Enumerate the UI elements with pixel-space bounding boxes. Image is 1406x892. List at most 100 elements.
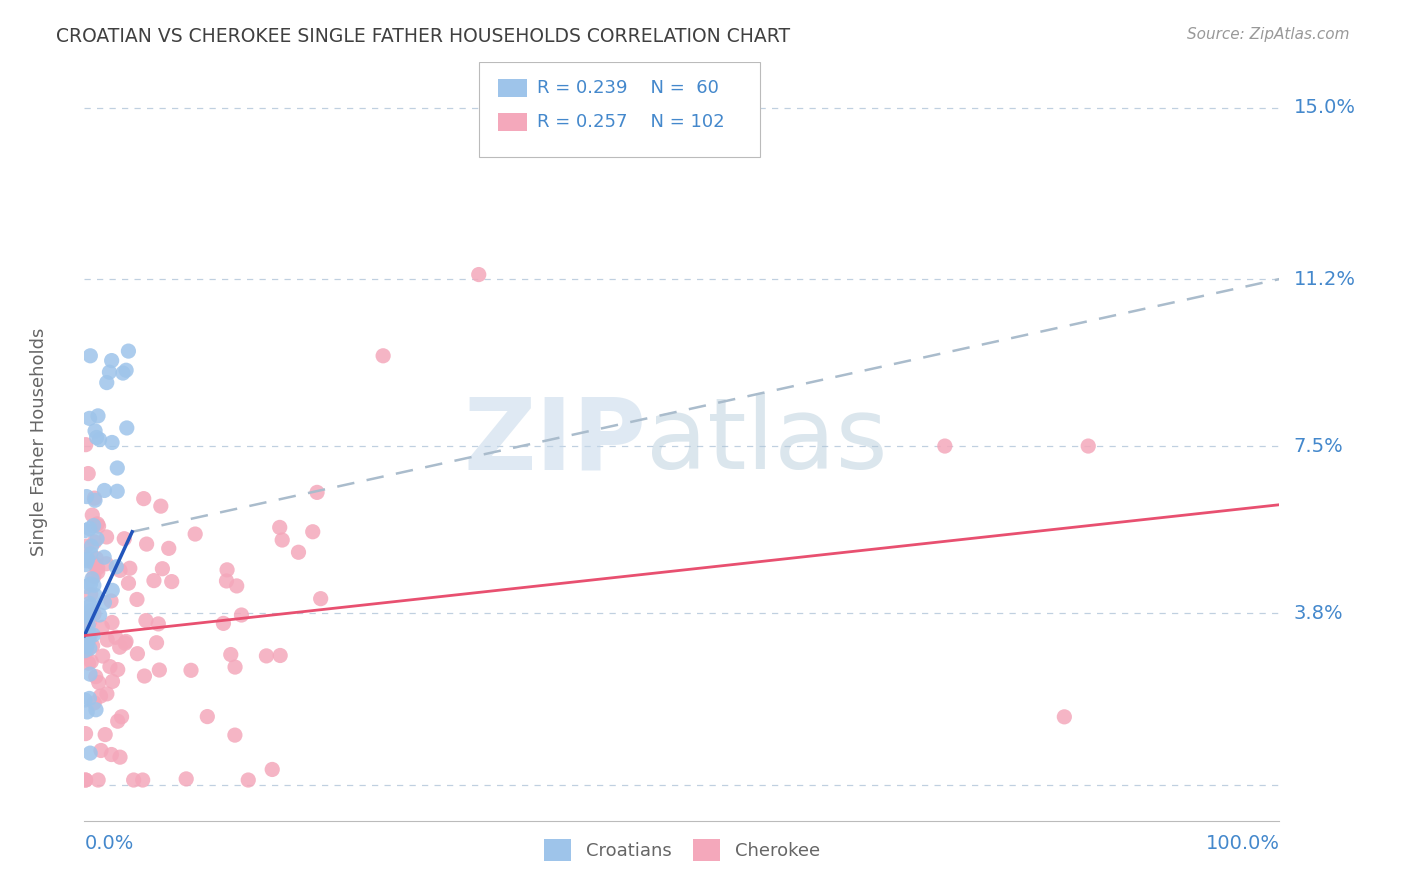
Point <box>86 551 108 566</box>
Point <box>134 669 156 683</box>
Point <box>115 421 138 435</box>
Point <box>114 636 136 650</box>
Point <box>75 558 97 572</box>
Text: CROATIAN VS CHEROKEE SINGLE FATHER HOUSEHOLDS CORRELATION CHART: CROATIAN VS CHEROKEE SINGLE FATHER HOUSE… <box>56 27 790 45</box>
Point <box>87 561 110 575</box>
Point <box>83 578 105 592</box>
Point <box>105 484 128 499</box>
Point <box>934 439 956 453</box>
Point <box>73 693 96 707</box>
Point <box>77 632 100 647</box>
Point <box>76 639 98 653</box>
Point <box>77 627 100 641</box>
Point <box>76 705 98 719</box>
Point <box>75 644 97 658</box>
Point <box>79 599 101 613</box>
Point <box>79 349 101 363</box>
Point <box>157 541 180 556</box>
Point <box>125 592 148 607</box>
Point <box>79 577 101 591</box>
Point <box>77 610 100 624</box>
Point <box>184 527 207 541</box>
Point <box>73 643 96 657</box>
Point <box>219 648 242 662</box>
Text: R = 0.257    N = 102: R = 0.257 N = 102 <box>537 113 725 131</box>
Text: 11.2%: 11.2% <box>1294 269 1355 289</box>
Point <box>108 750 131 764</box>
Point <box>108 563 131 577</box>
Point <box>79 628 101 642</box>
Point <box>217 563 239 577</box>
Point <box>287 545 309 559</box>
Point <box>231 607 253 622</box>
Point <box>131 772 153 787</box>
Point <box>160 574 183 589</box>
Point <box>101 583 124 598</box>
Point <box>309 591 332 606</box>
Point <box>105 559 128 574</box>
Point <box>98 365 121 379</box>
Point <box>254 648 277 663</box>
Text: 3.8%: 3.8% <box>1294 604 1343 623</box>
Point <box>77 607 100 621</box>
Point <box>79 411 101 425</box>
Point <box>79 522 101 536</box>
Text: 100.0%: 100.0% <box>1205 834 1279 854</box>
Text: Single Father Households: Single Father Households <box>30 327 48 556</box>
Point <box>373 349 395 363</box>
Point <box>110 710 132 724</box>
Point <box>83 607 105 621</box>
Point <box>75 539 97 553</box>
Point <box>79 597 101 611</box>
Point <box>84 670 107 684</box>
Point <box>107 714 129 729</box>
Point <box>112 532 135 546</box>
Point <box>117 344 139 359</box>
Point <box>90 689 112 703</box>
Point <box>87 519 110 533</box>
Point <box>87 675 110 690</box>
Point <box>77 657 100 671</box>
Point <box>91 620 114 634</box>
Point <box>135 614 157 628</box>
Point <box>75 726 97 740</box>
Point <box>468 268 491 282</box>
Point <box>195 709 218 723</box>
Point <box>145 636 167 650</box>
Point <box>76 552 98 566</box>
Point <box>115 363 138 377</box>
Point <box>75 772 97 787</box>
Point <box>100 353 122 368</box>
Point <box>111 366 134 380</box>
Point <box>80 547 103 561</box>
Point <box>152 562 174 576</box>
Point <box>79 641 101 656</box>
Point <box>84 703 107 717</box>
Point <box>83 518 105 533</box>
Point <box>76 554 98 568</box>
Point <box>80 588 103 602</box>
Point <box>301 524 323 539</box>
Point <box>1077 439 1099 453</box>
Text: 0.0%: 0.0% <box>84 834 134 854</box>
Point <box>101 674 124 689</box>
Point <box>77 626 100 640</box>
Point <box>75 437 97 451</box>
Point <box>262 763 284 777</box>
Point <box>83 696 105 710</box>
Point <box>73 524 96 538</box>
Point <box>87 565 110 579</box>
Point <box>307 485 329 500</box>
Legend: Croatians, Cherokee: Croatians, Cherokee <box>537 832 827 869</box>
Point <box>89 433 111 447</box>
Point <box>93 550 115 565</box>
Point <box>269 648 291 663</box>
Point <box>87 772 110 787</box>
Point <box>82 628 104 642</box>
Point <box>93 483 115 498</box>
Point <box>1053 710 1076 724</box>
Point <box>238 772 260 787</box>
Point <box>224 660 246 674</box>
Point <box>84 493 107 508</box>
Point <box>90 743 112 757</box>
